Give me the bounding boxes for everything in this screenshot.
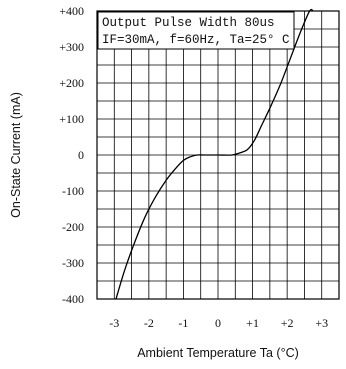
y-tick-label: -200 bbox=[62, 220, 84, 234]
x-tick-label: -3 bbox=[109, 316, 119, 330]
legend-line-1: Output Pulse Width 80us bbox=[102, 16, 275, 30]
x-tick-label: +3 bbox=[315, 316, 328, 330]
series-line bbox=[115, 8, 314, 300]
legend-box bbox=[97, 11, 295, 50]
grid bbox=[96, 10, 340, 300]
y-axis-title: On-State Current (mA) bbox=[9, 92, 23, 218]
x-tick-labels: -3 -2 -1 0 +1 +2 +3 bbox=[109, 316, 328, 330]
y-tick-label: +400 bbox=[59, 4, 84, 18]
y-tick-label: +300 bbox=[59, 40, 84, 54]
x-tick-label: +1 bbox=[246, 316, 259, 330]
y-tick-label: +200 bbox=[59, 76, 84, 90]
plot-frame bbox=[96, 10, 340, 300]
x-tick-label: -2 bbox=[144, 316, 154, 330]
x-axis-title: Ambient Temperature Ta (°C) bbox=[137, 346, 299, 360]
x-tick-label: -1 bbox=[178, 316, 188, 330]
y-tick-label: -400 bbox=[62, 292, 84, 306]
y-tick-labels: +400 +300 +200 +100 0 -100 -200 -300 -400 bbox=[59, 4, 84, 306]
x-tick-label: +2 bbox=[281, 316, 294, 330]
legend-line-2: IF=30mA, f=60Hz, Ta=25° C bbox=[102, 33, 290, 47]
y-tick-label: -100 bbox=[62, 184, 84, 198]
y-tick-label: +100 bbox=[59, 112, 84, 126]
y-tick-label: 0 bbox=[78, 148, 84, 162]
y-tick-label: -300 bbox=[62, 256, 84, 270]
x-tick-label: 0 bbox=[215, 316, 221, 330]
